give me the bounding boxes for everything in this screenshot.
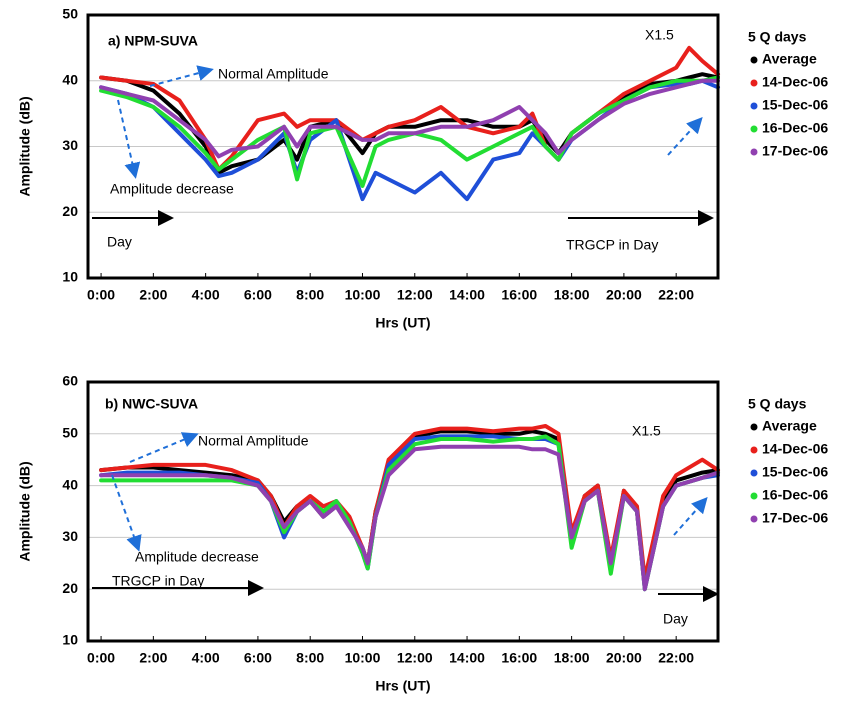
legend-marker: [750, 446, 758, 454]
series-line: [99, 78, 720, 159]
y-tick-label: 50: [62, 6, 78, 22]
legend-label: 17-Dec-06: [762, 510, 828, 526]
x-tick-label: 14:00: [449, 287, 485, 303]
legend-label: 14-Dec-06: [762, 74, 828, 90]
x-tick-label: 10:00: [345, 650, 381, 666]
x-tick-label: 6:00: [244, 287, 272, 303]
x-tick-label: 4:00: [192, 287, 220, 303]
y-tick-label: 50: [62, 425, 78, 441]
legend-marker: [750, 492, 758, 500]
annotation: Normal Amplitude: [198, 433, 309, 449]
x-tick-label: 14:00: [449, 650, 485, 666]
legend-label: 16-Dec-06: [762, 487, 828, 503]
legend-marker: [750, 148, 758, 156]
legend-label: 15-Dec-06: [762, 97, 828, 113]
annotation: X1.5: [632, 423, 661, 439]
x-tick-label: 12:00: [397, 650, 433, 666]
x-tick-label: 16:00: [501, 287, 537, 303]
legend-marker: [750, 423, 758, 431]
plot-frame: [86, 13, 720, 280]
legend-title: 5 Q days: [748, 396, 807, 412]
x-tick-label: 8:00: [296, 650, 324, 666]
legend-marker: [750, 125, 758, 133]
legend-marker: [750, 469, 758, 477]
y-axis-label: Amplitude (dB): [17, 96, 33, 196]
series-line: [99, 45, 720, 172]
series-line: [99, 72, 720, 175]
series-line: [99, 434, 720, 592]
x-tick-label: 12:00: [397, 287, 433, 303]
x-tick-label: 18:00: [554, 287, 590, 303]
y-tick-label: 40: [62, 476, 78, 492]
legend-label: 17-Dec-06: [762, 143, 828, 159]
plots: 10 20 30 40 50 0:00 2:00 4:00 6:00 8:00 10:00 12:00…: [17, 6, 829, 694]
x-tick-label: 22:00: [658, 287, 694, 303]
arrow: [117, 99, 141, 179]
legend-label: 15-Dec-06: [762, 464, 828, 480]
x-tick-label: 20:00: [606, 287, 642, 303]
x-tick-label: 18:00: [554, 650, 590, 666]
plot-frame: [86, 380, 720, 643]
y-tick-label: 10: [62, 632, 78, 648]
arrow: [673, 497, 708, 536]
x-axis-label: Hrs (UT): [375, 678, 430, 694]
legend-marker: [750, 79, 758, 87]
series-line: [99, 434, 720, 592]
legend-label: 14-Dec-06: [762, 441, 828, 457]
arrows: [92, 65, 719, 602]
legend-label: Average: [762, 418, 817, 434]
y-tick-label: 10: [62, 269, 78, 285]
arrow: [667, 117, 703, 156]
y-tick-label: 20: [62, 580, 78, 596]
x-tick-label: 20:00: [606, 650, 642, 666]
annotation: Day: [663, 611, 688, 627]
legend-label: Average: [762, 51, 817, 67]
y-tick-label: 20: [62, 203, 78, 219]
y-tick-label: 60: [62, 373, 78, 389]
x-tick-label: 8:00: [296, 287, 324, 303]
x-tick-label: 22:00: [658, 650, 694, 666]
annotation: Day: [107, 234, 132, 250]
legend-title: 5 Q days: [748, 29, 807, 45]
x-tick-label: 0:00: [87, 650, 115, 666]
annotation: Amplitude decrease: [110, 181, 234, 197]
arrow: [129, 432, 199, 463]
x-tick-label: 2:00: [139, 650, 167, 666]
annotation: Normal Amplitude: [218, 66, 329, 82]
y-tick-label: 30: [62, 528, 78, 544]
x-tick-label: 16:00: [501, 650, 537, 666]
arrow: [111, 474, 142, 552]
y-axis-label: Amplitude (dB): [17, 461, 33, 561]
annotation: Amplitude decrease: [135, 549, 259, 565]
annotation: TRGCP in Day: [566, 237, 658, 253]
legend-marker: [750, 56, 758, 64]
x-tick-label: 2:00: [139, 287, 167, 303]
legend-marker: [750, 515, 758, 523]
chart-title: b) NWC-SUVA: [105, 396, 198, 412]
series-line: [99, 424, 720, 581]
x-tick-label: 10:00: [345, 287, 381, 303]
x-tick-label: 0:00: [87, 287, 115, 303]
annotation: TRGCP in Day: [112, 573, 204, 589]
x-axis-label: Hrs (UT): [375, 315, 430, 331]
arrow: [149, 65, 214, 87]
legend-label: 16-Dec-06: [762, 120, 828, 136]
annotation: X1.5: [645, 27, 674, 43]
y-tick-label: 30: [62, 137, 78, 153]
legend-marker: [750, 102, 758, 110]
x-tick-label: 6:00: [244, 650, 272, 666]
series-line: [99, 444, 720, 592]
x-tick-label: 4:00: [192, 650, 220, 666]
y-tick-label: 40: [62, 71, 78, 87]
chart-title: a) NPM-SUVA: [108, 33, 198, 49]
